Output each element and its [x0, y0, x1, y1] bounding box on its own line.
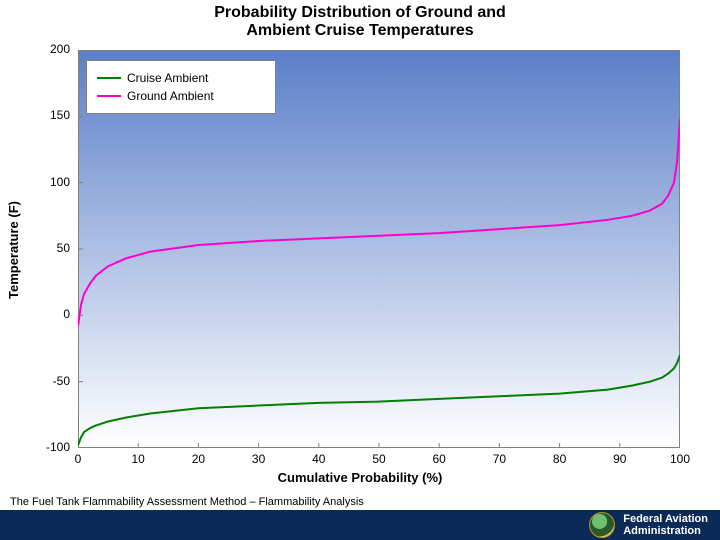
x-tick-label: 40	[304, 452, 334, 466]
footer-left-text: The Fuel Tank Flammability Assessment Me…	[10, 496, 364, 508]
chart-title-line2: Ambient Cruise Temperatures	[50, 22, 670, 40]
x-tick-label: 10	[123, 452, 153, 466]
y-tick-label: 50	[30, 241, 70, 255]
x-tick-label: 0	[63, 452, 93, 466]
legend-label: Ground Ambient	[127, 89, 214, 103]
chart-area: Probability Distribution of Ground and A…	[0, 0, 720, 490]
x-tick-label: 30	[244, 452, 274, 466]
x-tick-label: 50	[364, 452, 394, 466]
y-tick-label: -50	[30, 374, 70, 388]
footer-right: Federal Aviation Administration	[589, 512, 708, 538]
legend: Cruise Ambient Ground Ambient	[86, 60, 276, 114]
legend-item: Cruise Ambient	[97, 71, 265, 85]
x-axis-label: Cumulative Probability (%)	[50, 470, 670, 486]
footer-right-text: Federal Aviation Administration	[623, 513, 708, 537]
chart-title: Probability Distribution of Ground and A…	[50, 4, 670, 40]
legend-swatch	[97, 77, 121, 79]
chart-title-line1: Probability Distribution of Ground and	[50, 4, 670, 22]
footer-right-line1: Federal Aviation	[623, 513, 708, 525]
y-tick-label: 150	[30, 108, 70, 122]
x-tick-label: 70	[484, 452, 514, 466]
legend-swatch	[97, 95, 121, 97]
y-tick-label: 100	[30, 175, 70, 189]
y-axis-label: Temperature (F)	[6, 201, 21, 299]
legend-item: Ground Ambient	[97, 89, 265, 103]
x-tick-label: 90	[605, 452, 635, 466]
footer: The Fuel Tank Flammability Assessment Me…	[0, 490, 720, 540]
x-tick-label: 60	[424, 452, 454, 466]
x-tick-label: 100	[665, 452, 695, 466]
faa-seal-icon	[589, 512, 615, 538]
y-tick-label: 200	[30, 42, 70, 56]
page: Probability Distribution of Ground and A…	[0, 0, 720, 540]
footer-right-line2: Administration	[623, 525, 708, 537]
y-tick-label: 0	[30, 307, 70, 321]
legend-label: Cruise Ambient	[127, 71, 208, 85]
x-tick-label: 80	[545, 452, 575, 466]
x-tick-label: 20	[183, 452, 213, 466]
